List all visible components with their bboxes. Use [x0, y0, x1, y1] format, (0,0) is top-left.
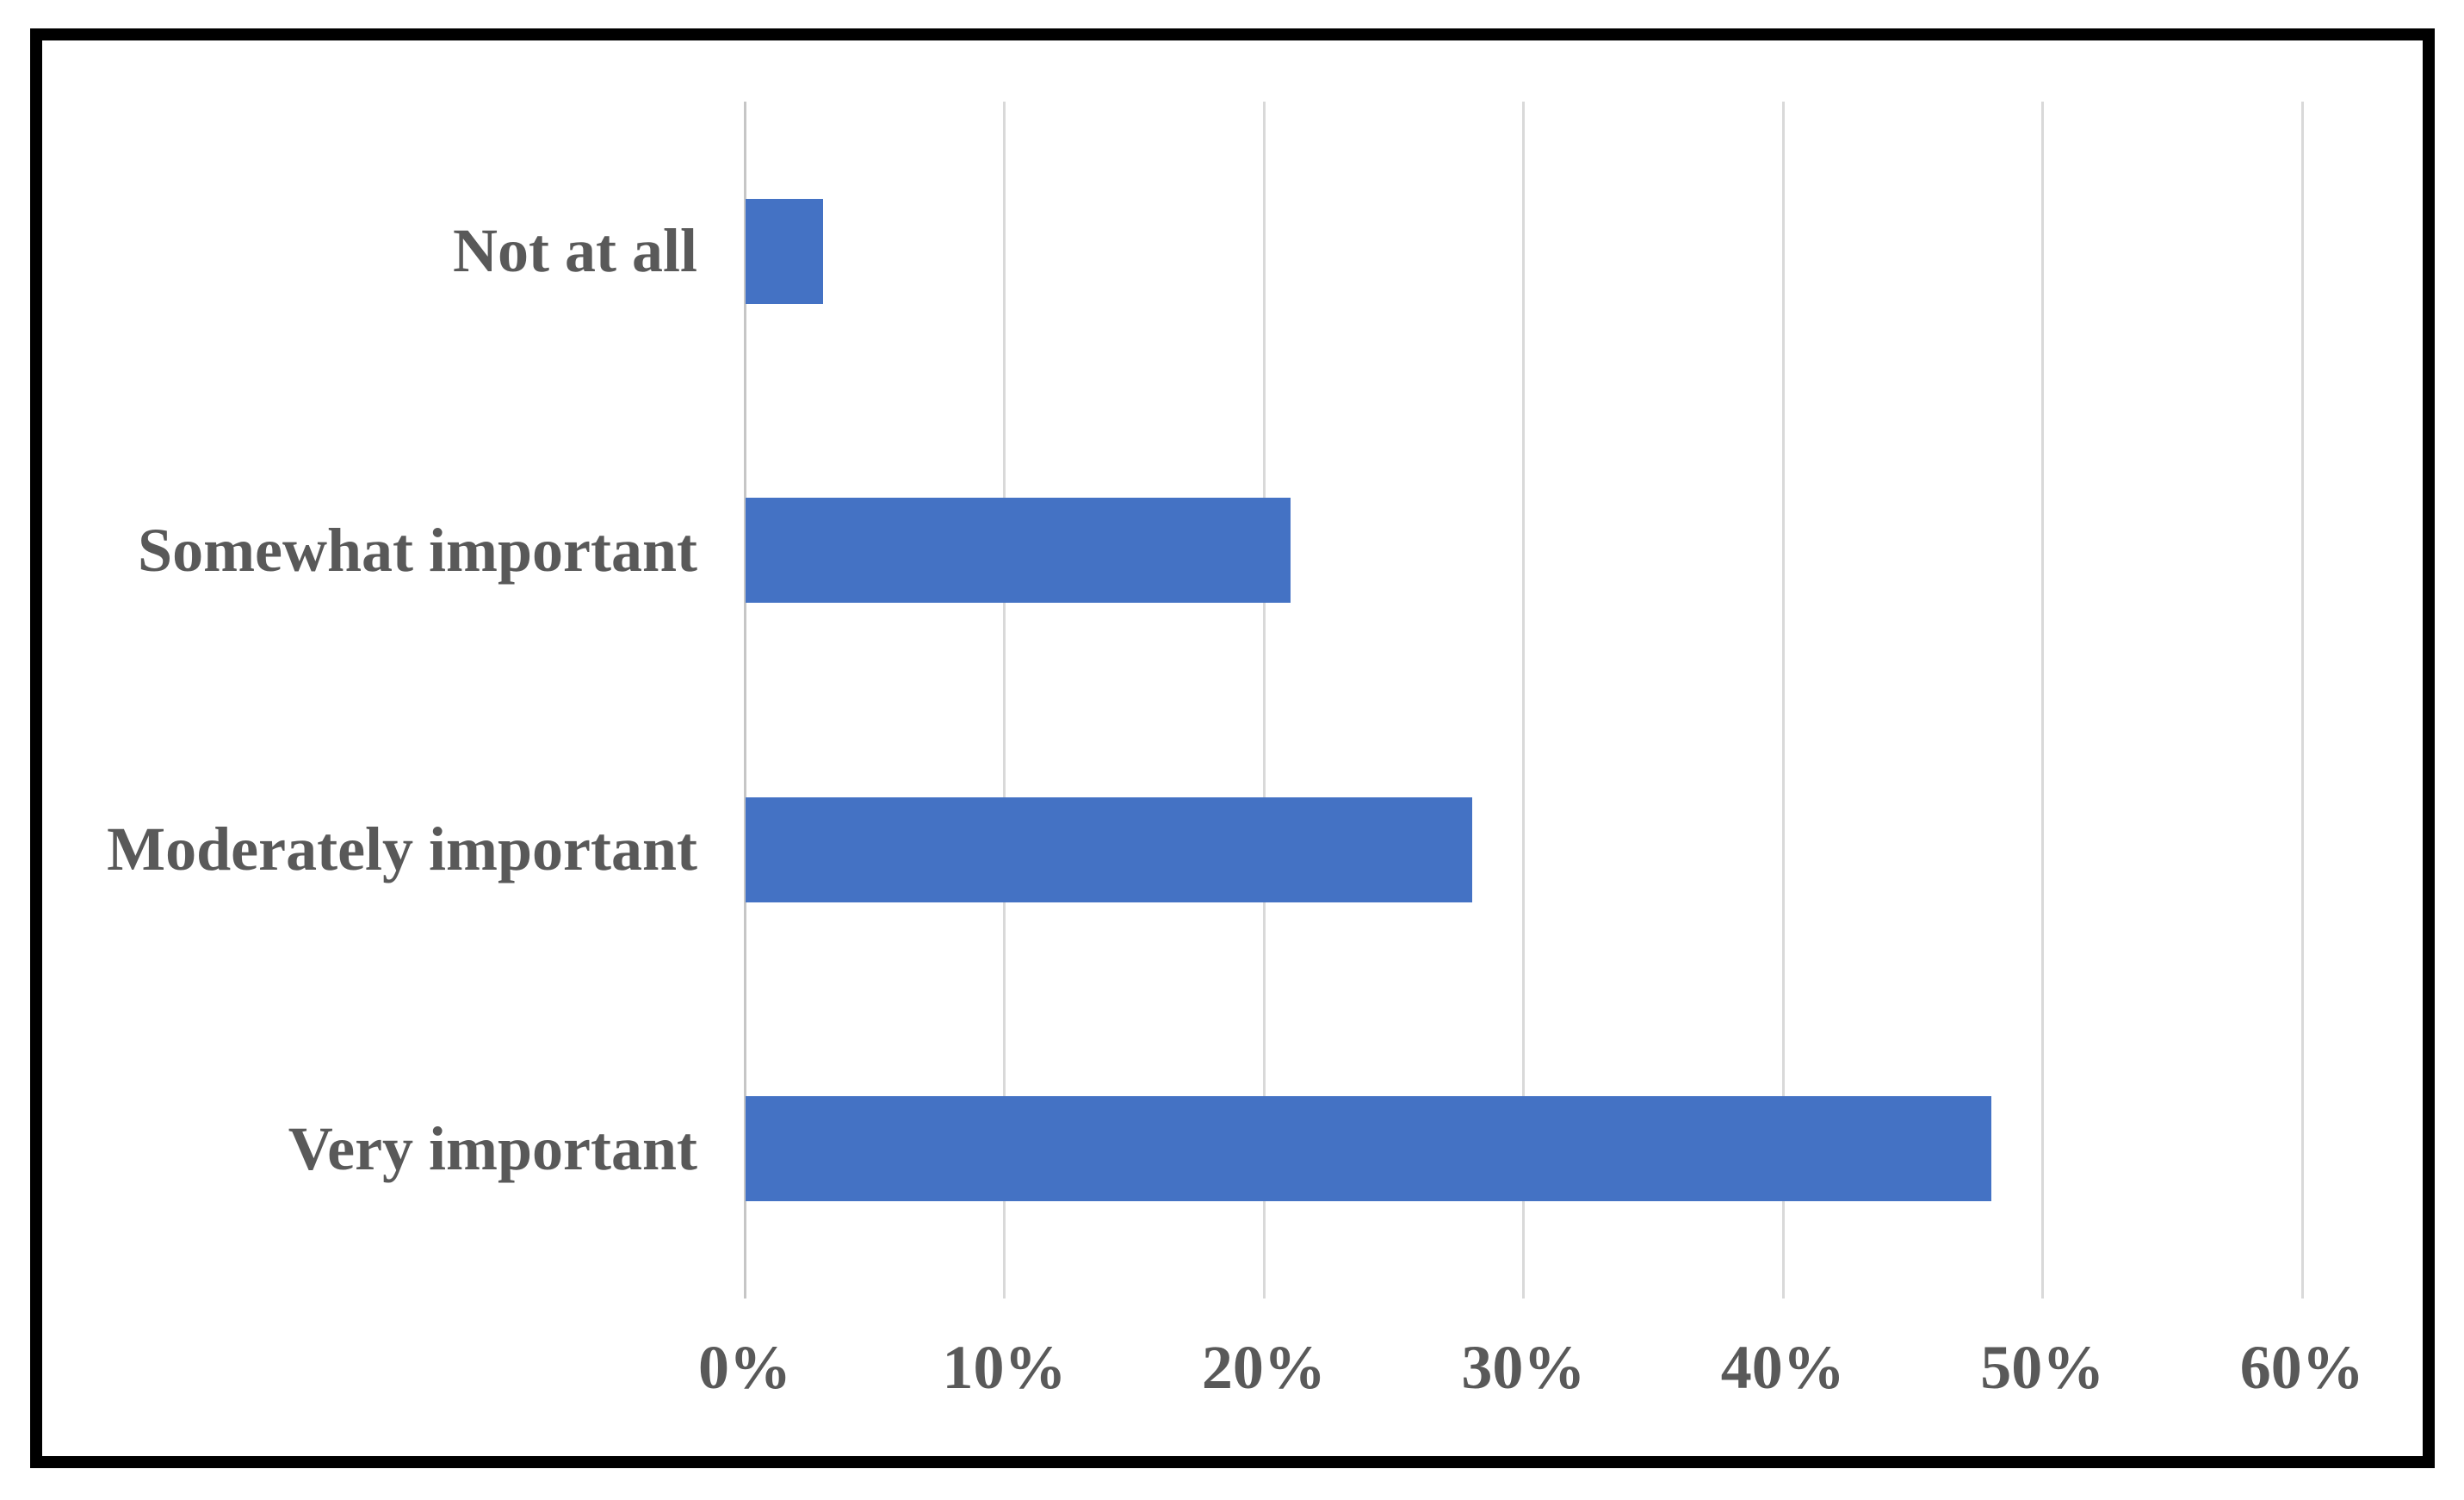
chart-frame: 0% 10% 20% 30% 40% 50% 60% Not at all Somewhat i… — [30, 28, 2435, 1468]
bar-not-at-all — [746, 198, 823, 304]
category-label-very-important: Very important — [288, 1113, 697, 1183]
gridline — [1003, 102, 1006, 1299]
category-label-not-at-all: Not at all — [453, 216, 697, 286]
gridline — [2041, 102, 2045, 1299]
x-tick-label: 0% — [698, 1333, 791, 1402]
x-tick-label: 60% — [2239, 1333, 2364, 1402]
category-label-somewhat-important: Somewhat important — [138, 515, 697, 585]
x-tick-label: 10% — [942, 1333, 1067, 1402]
gridline — [1522, 102, 1526, 1299]
x-tick-label: 30% — [1461, 1333, 1586, 1402]
plot-area: 0% 10% 20% 30% 40% 50% 60% Not at all Somewhat i… — [42, 40, 2423, 1456]
x-tick-label: 20% — [1201, 1333, 1326, 1402]
gridline — [1781, 102, 1785, 1299]
category-label-moderately-important: Moderately important — [107, 815, 697, 884]
y-axis-line — [744, 102, 746, 1299]
x-tick-label: 40% — [1720, 1333, 1845, 1402]
bar-moderately-important — [746, 796, 1472, 902]
gridline — [1262, 102, 1266, 1299]
gridline — [2300, 102, 2304, 1299]
bar-somewhat-important — [746, 498, 1291, 604]
x-tick-label: 50% — [1980, 1333, 2105, 1402]
bar-very-important — [746, 1096, 1991, 1202]
